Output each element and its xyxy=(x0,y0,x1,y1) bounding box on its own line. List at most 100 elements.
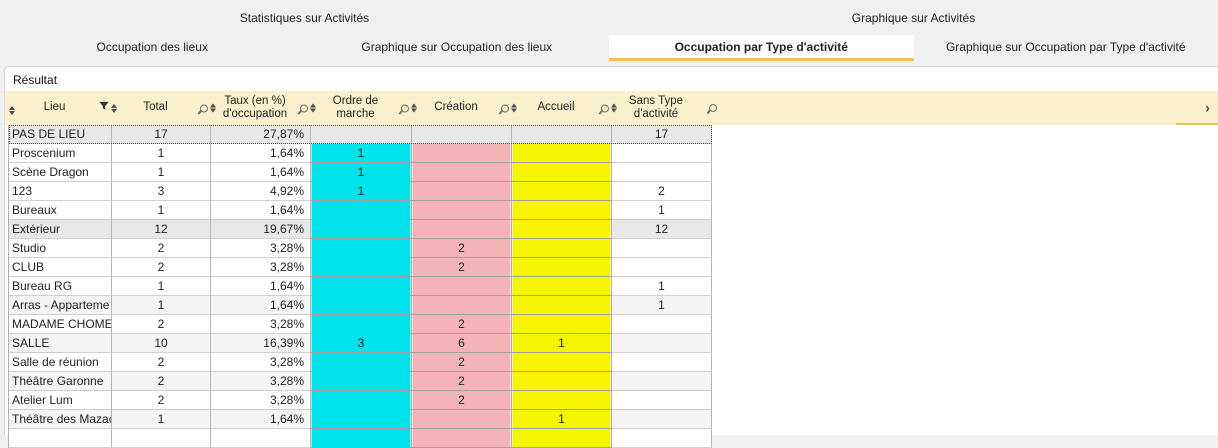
cell-taux[interactable]: 1,64% xyxy=(211,201,311,220)
cell-creation[interactable]: 6 xyxy=(412,334,512,353)
cell-sans[interactable] xyxy=(612,334,712,353)
cell-creation[interactable]: 2 xyxy=(412,372,512,391)
cell-total[interactable]: 1 xyxy=(112,410,211,429)
cell-total[interactable] xyxy=(112,429,211,448)
cell-creation[interactable] xyxy=(412,125,512,144)
cell-ordre[interactable]: 1 xyxy=(311,182,412,201)
cell-ordre[interactable] xyxy=(311,125,412,144)
cell-total[interactable]: 2 xyxy=(112,315,211,334)
cell-lieu[interactable]: SALLE xyxy=(9,334,112,353)
cell-total[interactable]: 1 xyxy=(112,296,211,315)
cell-lieu[interactable]: PAS DE LIEU xyxy=(9,125,112,144)
cell-taux[interactable]: 1,64% xyxy=(211,410,311,429)
cell-ordre[interactable] xyxy=(311,201,412,220)
search-icon[interactable] xyxy=(200,104,208,112)
cell-sans[interactable]: 1 xyxy=(612,201,712,220)
cell-creation[interactable]: 2 xyxy=(412,239,512,258)
cell-lieu[interactable] xyxy=(9,429,112,448)
cell-creation[interactable] xyxy=(412,429,512,448)
cell-accueil[interactable] xyxy=(512,182,612,201)
cell-lieu[interactable]: MADAME CHOME xyxy=(9,315,112,334)
cell-lieu[interactable]: 123 xyxy=(9,182,112,201)
cell-accueil[interactable]: 1 xyxy=(512,410,612,429)
sort-icon[interactable] xyxy=(210,104,216,113)
cell-creation[interactable] xyxy=(412,201,512,220)
cell-taux[interactable]: 16,39% xyxy=(211,334,311,353)
cell-ordre[interactable]: 3 xyxy=(311,334,412,353)
column-header-lieu[interactable]: Lieu xyxy=(8,91,111,125)
sort-icon[interactable] xyxy=(111,104,117,113)
cell-total[interactable]: 2 xyxy=(112,258,211,277)
cell-total[interactable]: 2 xyxy=(112,239,211,258)
cell-sans[interactable] xyxy=(612,372,712,391)
cell-sans[interactable]: 1 xyxy=(612,277,712,296)
cell-ordre[interactable] xyxy=(311,239,412,258)
cell-sans[interactable] xyxy=(612,315,712,334)
cell-accueil[interactable] xyxy=(512,163,612,182)
cell-taux[interactable]: 3,28% xyxy=(211,258,311,277)
cell-lieu[interactable]: Salle de réunion xyxy=(9,353,112,372)
cell-ordre[interactable]: 1 xyxy=(311,144,412,163)
cell-taux[interactable]: 3,28% xyxy=(211,315,311,334)
cell-ordre[interactable] xyxy=(311,315,412,334)
cell-taux[interactable]: 27,87% xyxy=(211,125,311,144)
tab-occupation-par-type-activite[interactable]: Occupation par Type d'activité xyxy=(609,35,914,61)
cell-lieu[interactable]: Théâtre des Mazac xyxy=(9,410,112,429)
table-row[interactable] xyxy=(9,429,712,448)
cell-lieu[interactable]: Studio xyxy=(9,239,112,258)
column-header-sans[interactable]: Sans Type d'activité xyxy=(611,91,711,125)
filter-funnel-icon[interactable] xyxy=(99,101,109,115)
cell-sans[interactable] xyxy=(612,239,712,258)
cell-accueil[interactable] xyxy=(512,220,612,239)
sort-icon[interactable] xyxy=(411,104,417,113)
cell-lieu[interactable]: Extérieur xyxy=(9,220,112,239)
cell-total[interactable]: 1 xyxy=(112,163,211,182)
cell-creation[interactable]: 2 xyxy=(412,315,512,334)
chevron-right-icon[interactable]: › xyxy=(1205,100,1210,117)
cell-creation[interactable] xyxy=(412,163,512,182)
cell-sans[interactable] xyxy=(612,258,712,277)
cell-taux[interactable]: 19,67% xyxy=(211,220,311,239)
cell-accueil[interactable] xyxy=(512,353,612,372)
cell-total[interactable]: 12 xyxy=(112,220,211,239)
cell-lieu[interactable]: CLUB xyxy=(9,258,112,277)
cell-total[interactable]: 1 xyxy=(112,277,211,296)
cell-total[interactable]: 17 xyxy=(112,125,211,144)
cell-accueil[interactable] xyxy=(512,372,612,391)
sort-icon[interactable] xyxy=(310,104,316,113)
column-header-taux[interactable]: Taux (en %) d'occupation xyxy=(210,91,310,125)
cell-ordre[interactable] xyxy=(311,353,412,372)
cell-lieu[interactable]: Arras - Apparteme xyxy=(9,296,112,315)
cell-taux[interactable]: 1,64% xyxy=(211,296,311,315)
tab-occupation-des-lieux[interactable]: Occupation des lieux xyxy=(0,35,305,61)
cell-accueil[interactable] xyxy=(512,144,612,163)
search-icon[interactable] xyxy=(300,104,308,112)
cell-lieu[interactable]: Proscenium xyxy=(9,144,112,163)
column-header-total[interactable]: Total xyxy=(111,91,210,125)
cell-sans[interactable]: 12 xyxy=(612,220,712,239)
cell-taux[interactable]: 3,28% xyxy=(211,353,311,372)
cell-total[interactable]: 2 xyxy=(112,372,211,391)
cell-accueil[interactable] xyxy=(512,125,612,144)
cell-creation[interactable]: 2 xyxy=(412,353,512,372)
search-icon[interactable] xyxy=(601,104,609,112)
cell-creation[interactable] xyxy=(412,220,512,239)
cell-taux[interactable]: 3,28% xyxy=(211,391,311,410)
cell-accueil[interactable]: 1 xyxy=(512,334,612,353)
cell-lieu[interactable]: Théâtre Garonne xyxy=(9,372,112,391)
cell-sans[interactable] xyxy=(612,410,712,429)
cell-total[interactable]: 1 xyxy=(112,201,211,220)
cell-lieu[interactable]: Bureaux xyxy=(9,201,112,220)
